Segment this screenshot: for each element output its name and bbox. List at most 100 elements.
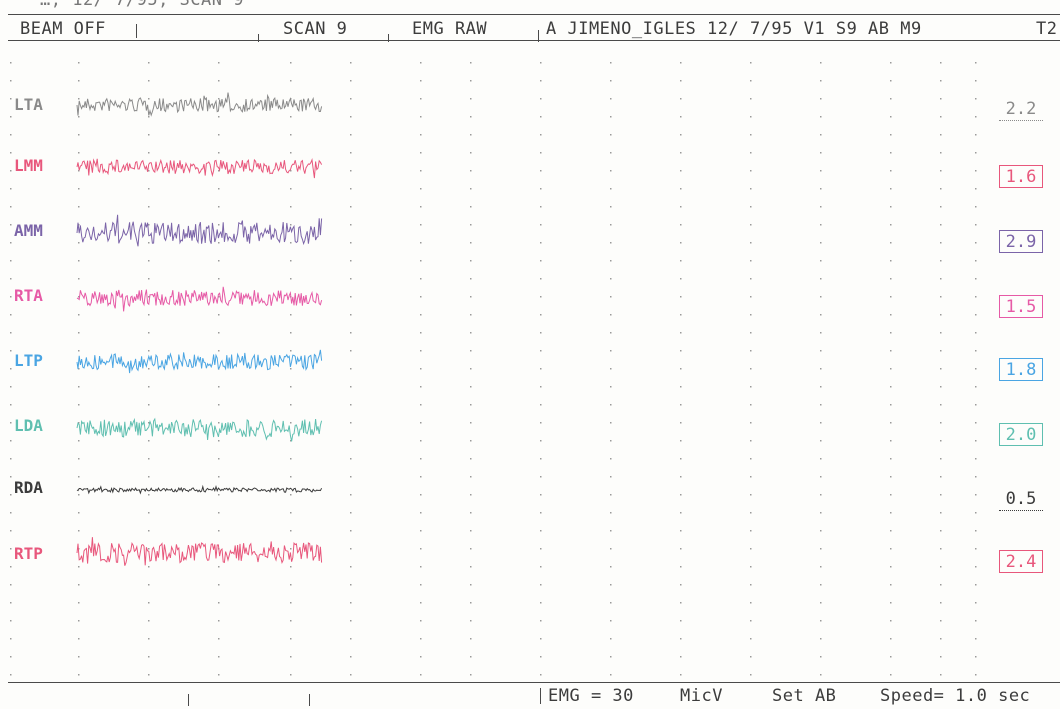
- grid-dot: [750, 278, 752, 280]
- grid-dot: [940, 296, 942, 298]
- grid-dot: [420, 404, 422, 406]
- grid-dot: [420, 368, 422, 370]
- grid-dot: [148, 566, 150, 568]
- grid-dot: [750, 602, 752, 604]
- channel-value-ltp: 1.8: [999, 358, 1043, 381]
- grid-dot: [290, 602, 292, 604]
- grid-dot: [218, 242, 220, 244]
- grid-dot: [975, 116, 977, 118]
- channel-label-lda: LDA: [14, 416, 43, 435]
- grid-dot: [350, 458, 352, 460]
- grid-dot: [78, 602, 80, 604]
- grid-dot: [290, 638, 292, 640]
- set-label: Set AB: [772, 686, 837, 706]
- grid-dot: [680, 566, 682, 568]
- grid-dot: [78, 620, 80, 622]
- grid-dot: [148, 278, 150, 280]
- grid-dot: [290, 530, 292, 532]
- grid-dot: [940, 188, 942, 190]
- grid-dot: [218, 566, 220, 568]
- grid-dot: [420, 314, 422, 316]
- grid-dot: [890, 656, 892, 658]
- grid-dot: [975, 134, 977, 136]
- grid-dot: [975, 296, 977, 298]
- grid-dot: [218, 440, 220, 442]
- grid-dot: [680, 206, 682, 208]
- grid-dot: [680, 584, 682, 586]
- channel-value-rta: 1.5: [999, 295, 1043, 318]
- grid-dot: [148, 152, 150, 154]
- grid-dot: [540, 116, 542, 118]
- grid-dot: [148, 350, 150, 352]
- grid-dot: [750, 332, 752, 334]
- grid-dot: [420, 422, 422, 424]
- grid-dot: [540, 602, 542, 604]
- scan-label: SCAN 9: [283, 19, 348, 39]
- grid-dot: [540, 674, 542, 676]
- grid-dot: [975, 656, 977, 658]
- grid-dot: [78, 674, 80, 676]
- grid-dot: [940, 422, 942, 424]
- grid-dot: [750, 458, 752, 460]
- grid-dot: [470, 62, 472, 64]
- grid-dot: [540, 494, 542, 496]
- grid-dot: [890, 188, 892, 190]
- grid-dot: [540, 296, 542, 298]
- grid-dot: [540, 566, 542, 568]
- grid-dot: [940, 206, 942, 208]
- grid-dot: [940, 566, 942, 568]
- grid-dot: [975, 242, 977, 244]
- grid-dot: [148, 98, 150, 100]
- grid-dot: [540, 350, 542, 352]
- grid-dot: [975, 332, 977, 334]
- grid-dot: [218, 458, 220, 460]
- grid-dot: [820, 638, 822, 640]
- grid-dot: [940, 260, 942, 262]
- grid-dot: [940, 332, 942, 334]
- grid-dot: [78, 296, 80, 298]
- grid-dot: [148, 242, 150, 244]
- grid-dot: [820, 422, 822, 424]
- grid-dot: [975, 602, 977, 604]
- grid-dot: [680, 476, 682, 478]
- grid-dot: [975, 638, 977, 640]
- grid-dot: [975, 278, 977, 280]
- grid-dot: [470, 116, 472, 118]
- grid-dot: [10, 98, 12, 100]
- grid-dot: [890, 350, 892, 352]
- footer-tick-1: [188, 694, 189, 706]
- speed-label: Speed= 1.0 sec: [880, 686, 1031, 706]
- grid-dot: [420, 170, 422, 172]
- grid-dot: [940, 602, 942, 604]
- grid-dot: [610, 278, 612, 280]
- grid-dot: [350, 386, 352, 388]
- grid-dot: [540, 98, 542, 100]
- grid-dot: [10, 548, 12, 550]
- grid-dot: [350, 260, 352, 262]
- channel-label-rtp: RTP: [14, 544, 43, 563]
- grid-dot: [10, 656, 12, 658]
- trial-label: T2: [1036, 19, 1058, 39]
- grid-dot: [680, 80, 682, 82]
- grid-dot: [78, 134, 80, 136]
- grid-dot: [940, 674, 942, 676]
- grid-dot: [680, 386, 682, 388]
- grid-dot: [820, 584, 822, 586]
- grid-dot: [78, 116, 80, 118]
- grid-dot: [940, 350, 942, 352]
- grid-dot: [470, 476, 472, 478]
- grid-dot: [470, 530, 472, 532]
- header-sep-4: [538, 30, 539, 42]
- grid-dot: [350, 152, 352, 154]
- grid-dot: [540, 332, 542, 334]
- grid-dot: [750, 494, 752, 496]
- grid-dot: [420, 260, 422, 262]
- grid-dot: [610, 170, 612, 172]
- grid-dot: [820, 170, 822, 172]
- grid-dot: [218, 656, 220, 658]
- grid-dot: [350, 530, 352, 532]
- grid-dot: [10, 494, 12, 496]
- grid-dot: [680, 278, 682, 280]
- grid-dot: [610, 260, 612, 262]
